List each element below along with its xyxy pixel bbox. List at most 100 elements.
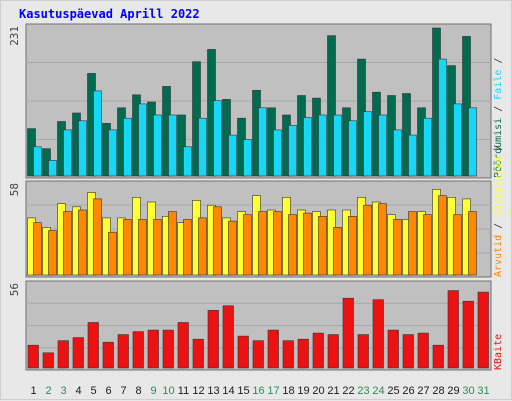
bar-pages-visits-arvutid — [333, 227, 342, 276]
y-max-label: 231 — [8, 26, 21, 46]
bar-hits-files-pöördumisi — [327, 35, 336, 177]
bar-hits-files-faile — [123, 117, 132, 177]
x-tick-label: 26 — [402, 385, 414, 397]
x-tick-label: 28 — [432, 385, 444, 397]
side-label-hits-files: Pöördumisi / Faile / — [493, 58, 504, 178]
bar-hits-files-faile — [93, 90, 102, 177]
bar-hits-files-faile — [468, 107, 477, 177]
bar-kbytes-kbaite — [252, 340, 264, 369]
bar-pages-visits-arvutid — [348, 216, 357, 276]
side-label-part: Pöördumisi — [493, 118, 504, 178]
x-tick-label: 30 — [462, 385, 474, 397]
x-tick-label: 20 — [312, 385, 324, 397]
bar-hits-files-faile — [348, 120, 357, 177]
bar-hits-files-faile — [423, 117, 432, 177]
bar-hits-files-faile — [213, 100, 222, 177]
bar-pages-visits-arvutid — [288, 214, 297, 276]
y-max-label: 58 — [8, 183, 21, 196]
bar-kbytes-kbaite — [312, 332, 324, 369]
bar-hits-files-faile — [318, 114, 327, 177]
bar-pages-visits-arvutid — [228, 220, 237, 276]
bar-pages-visits-arvutid — [78, 209, 87, 276]
x-tick-label: 31 — [477, 385, 489, 397]
x-tick-label: 2 — [45, 385, 51, 397]
bar-hits-files-faile — [288, 125, 297, 177]
bar-kbytes-kbaite — [57, 340, 69, 369]
bar-pages-visits-arvutid — [393, 219, 402, 276]
bar-kbytes-kbaite — [402, 334, 414, 369]
bar-kbytes-kbaite — [177, 322, 189, 369]
x-tick-label: 17 — [267, 385, 279, 397]
x-tick-label: 3 — [60, 385, 66, 397]
side-label-kbytes: KBaite — [493, 334, 504, 370]
bar-hits-files-faile — [258, 107, 267, 177]
bar-hits-files-faile — [273, 129, 282, 177]
bar-pages-visits-arvutid — [48, 230, 57, 276]
bar-kbytes-kbaite — [327, 334, 339, 369]
bar-kbytes-kbaite — [27, 344, 39, 369]
side-label-part: / — [493, 217, 504, 235]
bar-hits-files-pöördumisi — [177, 114, 186, 177]
bar-kbytes-kbaite — [132, 331, 144, 369]
bar-pages-visits-arvutid — [273, 211, 282, 276]
bar-pages-visits-arvutid — [303, 212, 312, 276]
bar-kbytes-kbaite — [477, 291, 489, 369]
x-tick-label: 9 — [150, 385, 156, 397]
bar-kbytes-kbaite — [462, 300, 474, 369]
x-tick-label: 18 — [282, 385, 294, 397]
bar-pages-visits-arvutid — [243, 214, 252, 276]
x-tick-label: 16 — [252, 385, 264, 397]
side-label-part: Külastajad — [493, 157, 504, 217]
bar-kbytes-kbaite — [192, 338, 204, 369]
x-tick-label: 21 — [327, 385, 339, 397]
bar-kbytes-kbaite — [207, 309, 219, 369]
bar-pages-visits-arvutid — [408, 211, 417, 276]
bar-pages-visits-arvutid — [63, 211, 72, 276]
bar-pages-visits-arvutid — [123, 219, 132, 276]
bar-kbytes-kbaite — [102, 341, 114, 369]
bar-hits-files-faile — [153, 114, 162, 177]
x-tick-label: 15 — [237, 385, 249, 397]
bar-kbytes-kbaite — [387, 329, 399, 369]
bar-kbytes-kbaite — [372, 299, 384, 369]
bar-hits-files-faile — [393, 129, 402, 177]
bar-hits-files-faile — [198, 117, 207, 177]
bar-kbytes-kbaite — [87, 322, 99, 369]
x-tick-label: 25 — [387, 385, 399, 397]
bar-pages-visits-arvutid — [468, 211, 477, 276]
bar-kbytes-kbaite — [72, 337, 84, 369]
bar-kbytes-kbaite — [282, 340, 294, 369]
bar-pages-visits-arvutid — [453, 214, 462, 276]
side-label-part: Arvutid — [493, 235, 504, 277]
bar-hits-files-faile — [228, 134, 237, 177]
side-label-part: / — [493, 145, 504, 157]
x-tick-label: 27 — [417, 385, 429, 397]
bar-pages-visits-arvutid — [138, 219, 147, 276]
bar-pages-visits-arvutid — [153, 219, 162, 276]
bar-kbytes-kbaite — [117, 334, 129, 369]
bar-kbytes-kbaite — [357, 334, 369, 369]
chart-title: Kasutuspäevad Aprill 2022 — [19, 7, 200, 21]
bar-hits-files-faile — [108, 129, 117, 177]
x-tick-label: 11 — [178, 385, 189, 397]
bar-kbytes-kbaite — [417, 332, 429, 369]
x-tick-label: 10 — [162, 385, 174, 397]
bar-pages-visits-arvutid — [318, 216, 327, 276]
bar-pages-visits-arvutid — [198, 217, 207, 276]
bar-hits-files-faile — [408, 134, 417, 177]
x-tick-label: 19 — [297, 385, 309, 397]
bar-hits-files-faile — [303, 117, 312, 177]
x-tick-label: 7 — [120, 385, 126, 397]
bar-kbytes-kbaite — [447, 290, 459, 369]
bar-hits-files-faile — [138, 103, 147, 177]
x-tick-label: 14 — [222, 385, 234, 397]
bar-hits-files-faile — [78, 120, 87, 177]
side-label-part: / — [493, 58, 504, 70]
bar-kbytes-kbaite — [42, 352, 54, 369]
bar-pages-visits-arvutid — [363, 204, 372, 276]
x-tick-label: 5 — [90, 385, 96, 397]
bar-kbytes-kbaite — [342, 297, 354, 369]
x-tick-label: 12 — [192, 385, 204, 397]
